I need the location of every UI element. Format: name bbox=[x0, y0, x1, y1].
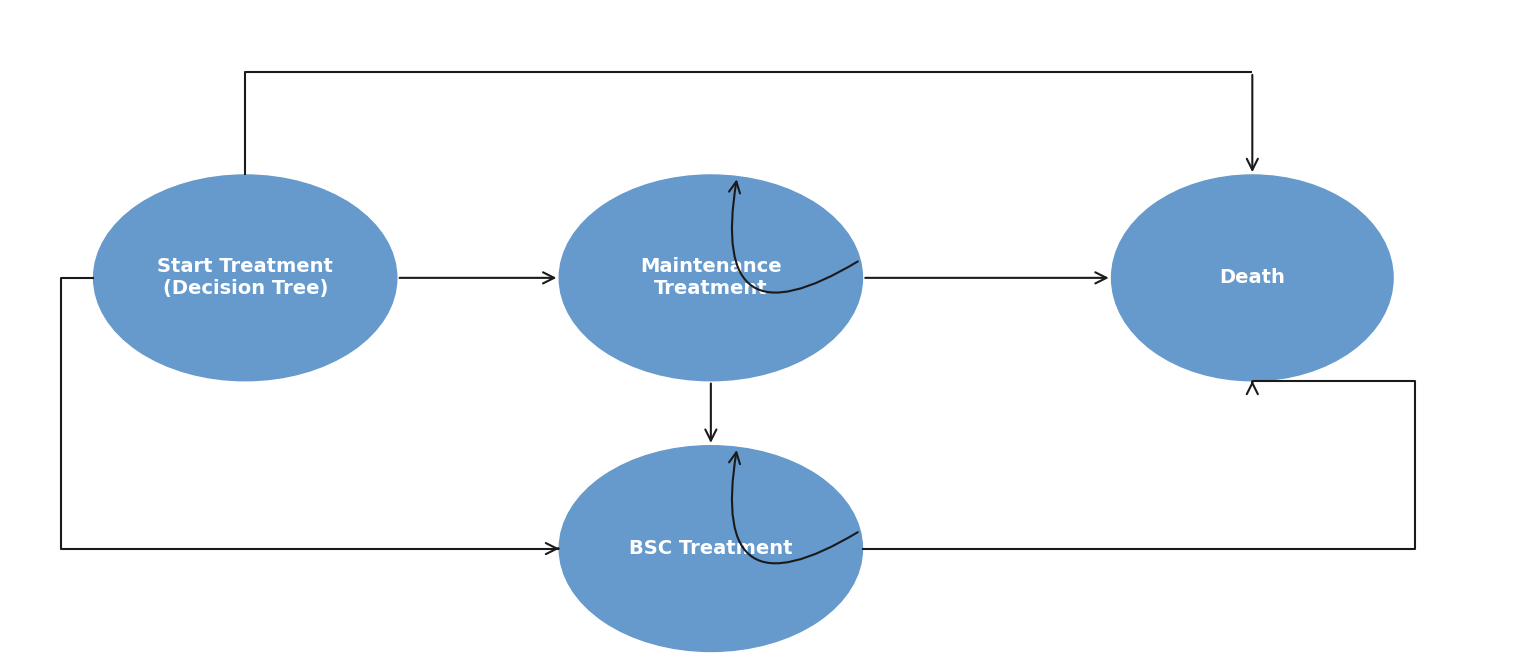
Ellipse shape bbox=[1111, 175, 1394, 380]
Ellipse shape bbox=[560, 175, 863, 380]
Text: BSC Treatment: BSC Treatment bbox=[629, 539, 793, 558]
Ellipse shape bbox=[93, 175, 396, 380]
Text: Start Treatment
(Decision Tree): Start Treatment (Decision Tree) bbox=[158, 258, 334, 298]
Text: Maintenance
Treatment: Maintenance Treatment bbox=[640, 258, 782, 298]
Ellipse shape bbox=[560, 446, 863, 651]
Text: Death: Death bbox=[1219, 268, 1285, 288]
